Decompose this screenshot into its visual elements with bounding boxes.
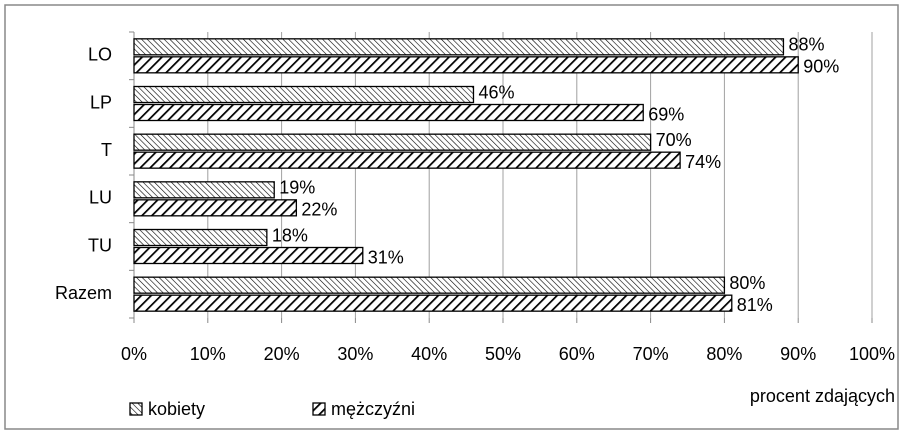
bar [133, 276, 726, 294]
data-label: 19% [279, 178, 315, 198]
data-label: 90% [803, 57, 839, 77]
data-label: 80% [729, 273, 765, 293]
x-tick-label: 50% [485, 344, 521, 364]
y-tick-label: LP [90, 92, 112, 112]
y-tick-label: LU [89, 188, 112, 208]
legend-swatch [312, 402, 326, 416]
x-tick-label: 90% [780, 344, 816, 364]
bar [133, 133, 652, 151]
x-axis-label: procent zdających [750, 386, 895, 406]
bar [133, 294, 733, 312]
data-label: 18% [272, 225, 308, 245]
bar [133, 56, 799, 74]
data-label: 22% [301, 200, 337, 220]
data-label: 81% [737, 295, 773, 315]
x-tick-label: 70% [633, 344, 669, 364]
grid [129, 31, 873, 323]
y-tick-label: T [101, 140, 112, 160]
x-tick-label: 60% [559, 344, 595, 364]
x-tick-label: 0% [121, 344, 147, 364]
bar [133, 228, 268, 247]
bars [133, 38, 799, 312]
legend-label: kobiety [148, 399, 205, 419]
x-tick-label: 40% [411, 344, 447, 364]
x-tick-label: 100% [849, 344, 895, 364]
bar [133, 181, 275, 199]
y-tick-label: Razem [55, 283, 112, 303]
data-label: 88% [788, 35, 824, 55]
data-label: 70% [656, 130, 692, 150]
x-tick-label: 20% [264, 344, 300, 364]
data-label: 69% [648, 104, 684, 124]
y-tick-label: TU [88, 235, 112, 255]
data-label: 31% [368, 247, 404, 267]
bar [133, 38, 785, 56]
bar [133, 199, 298, 217]
bar [133, 85, 475, 104]
x-tick-label: 30% [337, 344, 373, 364]
legend-label: mężczyźni [331, 399, 415, 419]
bar [133, 103, 644, 122]
x-tick-label: 10% [190, 344, 226, 364]
legend-swatch [129, 402, 143, 416]
y-tick-label: LO [88, 45, 112, 65]
bar [133, 246, 364, 265]
bar [133, 151, 681, 169]
data-label: 46% [478, 82, 514, 102]
chart-border [4, 4, 899, 430]
data-label: 74% [685, 152, 721, 172]
x-tick-label: 80% [706, 344, 742, 364]
